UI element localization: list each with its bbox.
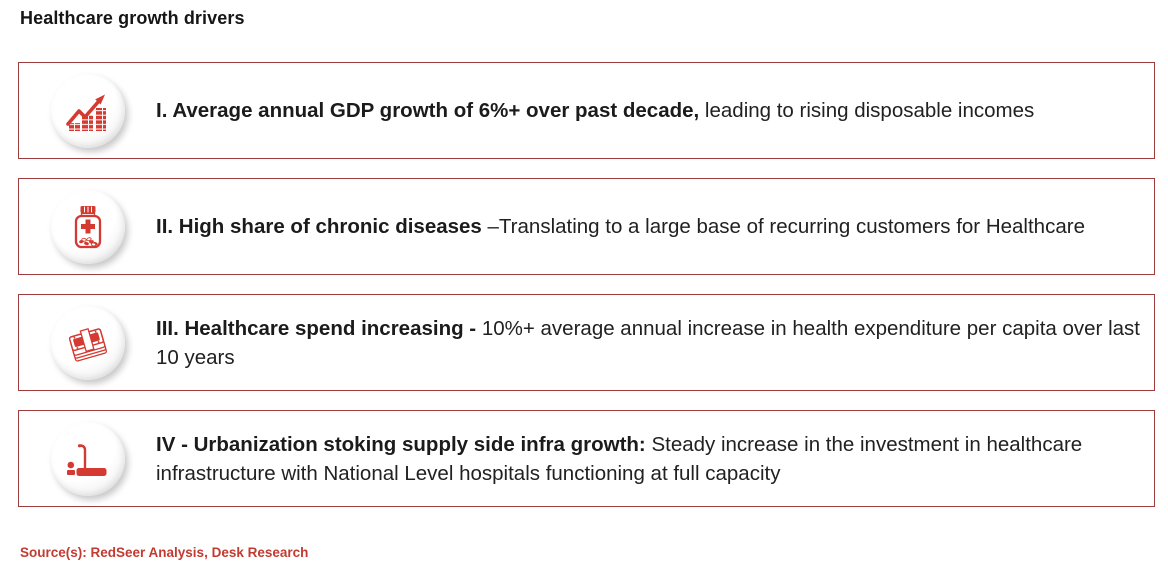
page-title: Healthcare growth drivers [20,8,245,28]
driver-row-urbanization-infra: IV - Urbanization stoking supply side in… [18,410,1155,507]
driver-text: II. High share of chronic diseases –Tran… [156,212,1085,241]
driver-text-regular: leading to rising disposable incomes [699,99,1035,122]
driver-row-healthcare-spend: III. Healthcare spend increasing - 10%+ … [18,294,1155,391]
hospital-bed-icon [51,421,125,496]
driver-text: IV - Urbanization stoking supply side in… [156,430,1146,488]
driver-text-regular: Steady increase in the investment in hea… [156,432,1083,485]
driver-text-bold: III. Healthcare spend increasing - [156,316,477,340]
driver-text: I. Average annual GDP growth of 6%+ over… [156,96,1034,125]
growth-chart-icon [51,73,125,148]
driver-text-regular: 10%+ average annual increase in health e… [156,316,1140,369]
medicine-bottle-icon [51,189,125,264]
driver-row-gdp-growth: I. Average annual GDP growth of 6%+ over… [18,62,1155,159]
driver-text-bold: II. High share of chronic diseases [156,215,482,238]
driver-text-bold: IV - Urbanization stoking supply side in… [156,432,646,456]
source-note: Source(s): RedSeer Analysis, Desk Resear… [20,545,309,560]
driver-text-bold: I. Average annual GDP growth of 6%+ over… [156,99,700,122]
slide-canvas: Healthcare growth drivers I. Average ann… [18,8,1155,560]
money-stack-icon [51,305,125,380]
driver-text-regular: –Translating to a large base of recurrin… [481,215,1085,238]
driver-row-chronic-diseases: II. High share of chronic diseases –Tran… [18,178,1155,275]
driver-text: III. Healthcare spend increasing - 10%+ … [156,314,1146,372]
